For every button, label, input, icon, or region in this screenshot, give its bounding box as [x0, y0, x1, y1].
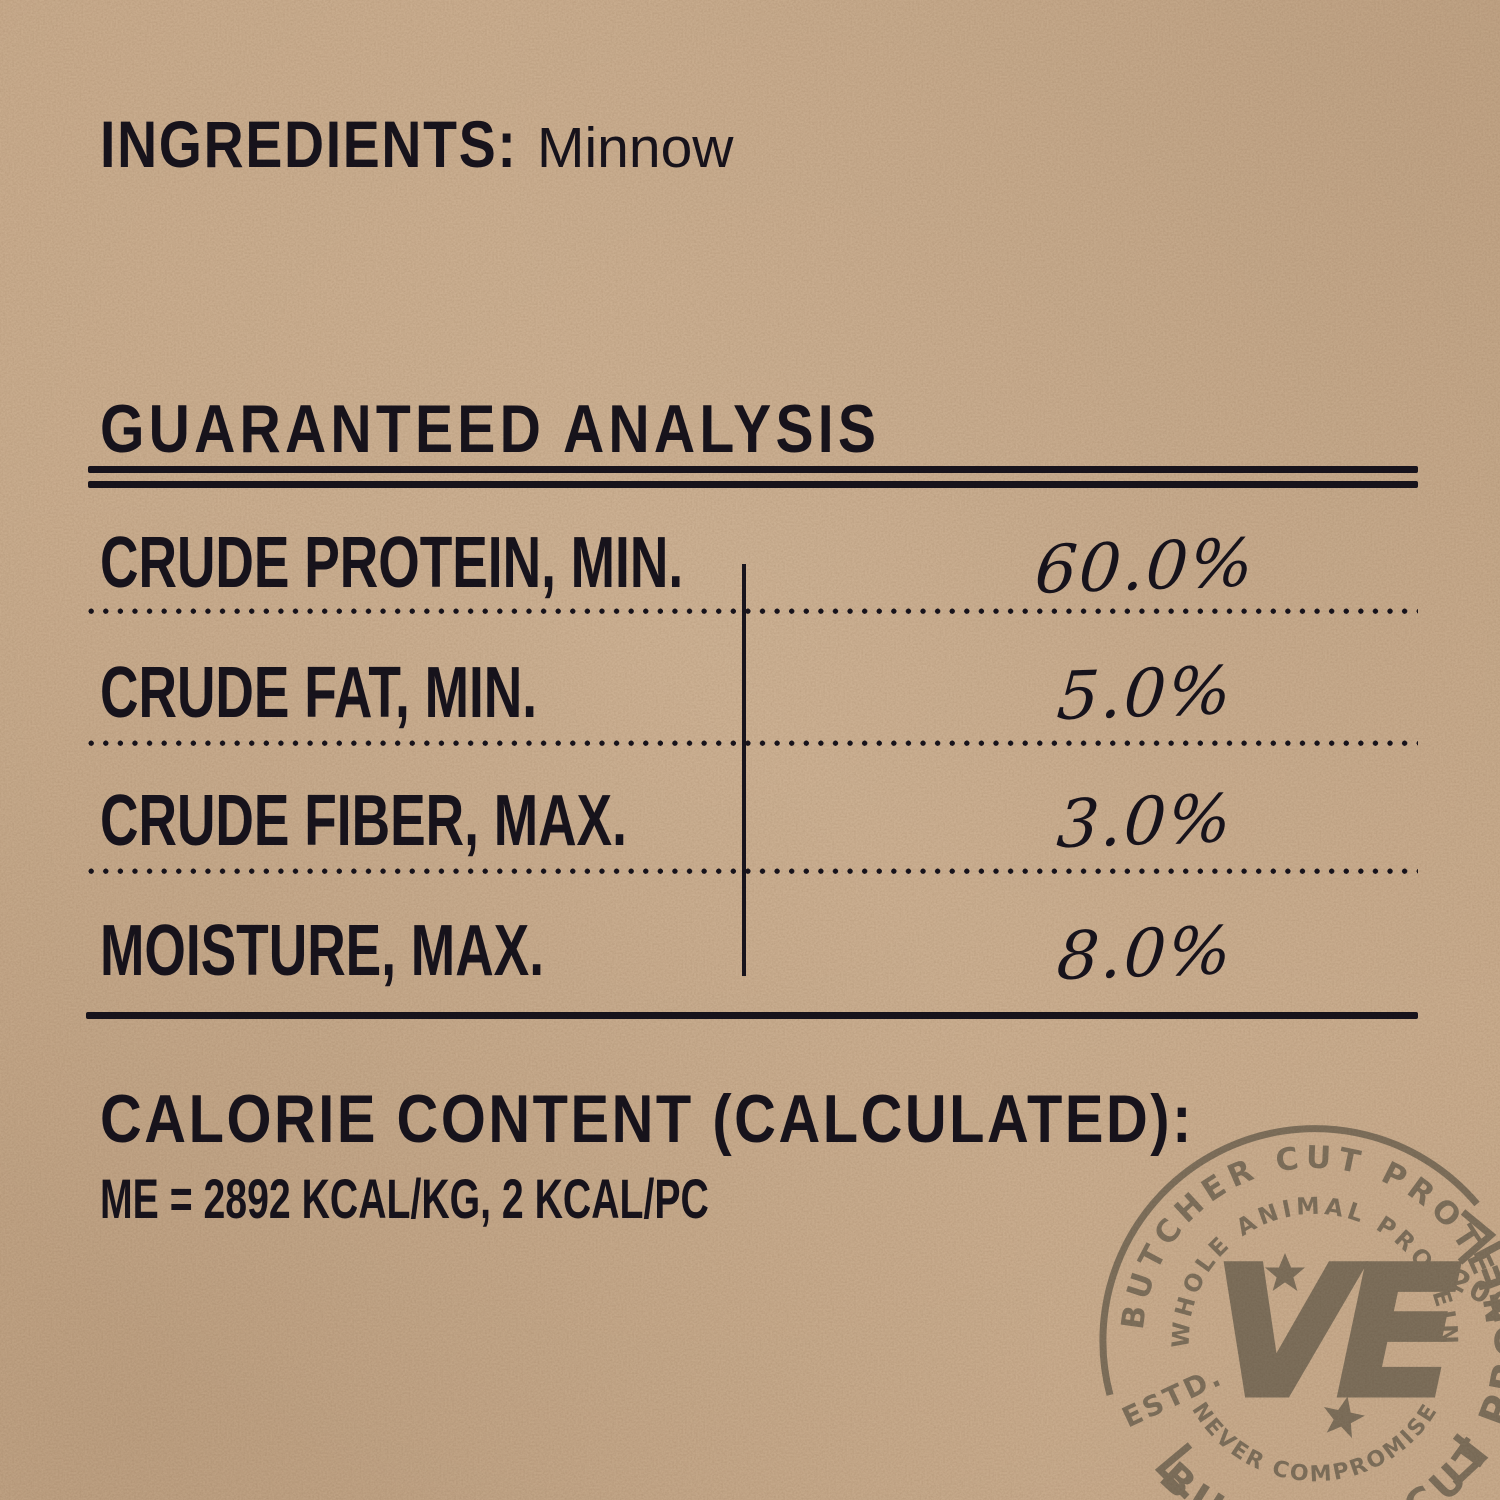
guaranteed-analysis-title-text: GUARANTEED ANALYSIS [100, 391, 881, 467]
butcher-cut-protein-stamp-logo: BUTCHER CUT PROTEIN WHOLE ANIMAL PROTEIN… [915, 940, 1500, 1500]
ve-monogram: VE [1186, 1225, 1471, 1440]
row-fat-name: CRUDE FAT, MIN. [100, 653, 538, 733]
ingredients-title: INGREDIENTS: [100, 107, 518, 181]
row-moisture-name: MOISTURE, MAX. [100, 911, 545, 991]
dotted-separator [88, 608, 1418, 615]
row-protein-value: 60.0% [1032, 524, 1258, 609]
dotted-separator [88, 740, 1418, 747]
row-fiber-name: CRUDE FIBER, MAX. [100, 781, 627, 861]
table-column-divider [742, 564, 746, 976]
row-fat-value: 5.0% [1054, 651, 1236, 736]
guaranteed-analysis-title: GUARANTEED ANALYSIS [100, 390, 1029, 468]
calorie-content-value-text: ME = 2892 KCAL/KG, 2 KCAL/PC [100, 1167, 709, 1230]
row-fiber-value: 3.0% [1054, 779, 1236, 864]
svg-text:VE: VE [1189, 1228, 1469, 1438]
double-rule-top [88, 466, 1418, 473]
ingredients-line: INGREDIENTS: Minnow [100, 106, 733, 182]
table-row-label: CRUDE FAT, MIN. [100, 652, 691, 734]
table-row-label: CRUDE FIBER, MAX. [100, 780, 812, 862]
table-row-label: CRUDE PROTEIN, MIN. [100, 522, 888, 604]
table-row-label: MOISTURE, MAX. [100, 910, 700, 992]
ingredients-value: Minnow [537, 116, 734, 180]
row-protein-name: CRUDE PROTEIN, MIN. [100, 523, 684, 603]
double-rule-bottom [88, 481, 1418, 488]
calorie-content-value: ME = 2892 KCAL/KG, 2 KCAL/PC [100, 1166, 970, 1231]
dotted-separator [88, 868, 1418, 875]
